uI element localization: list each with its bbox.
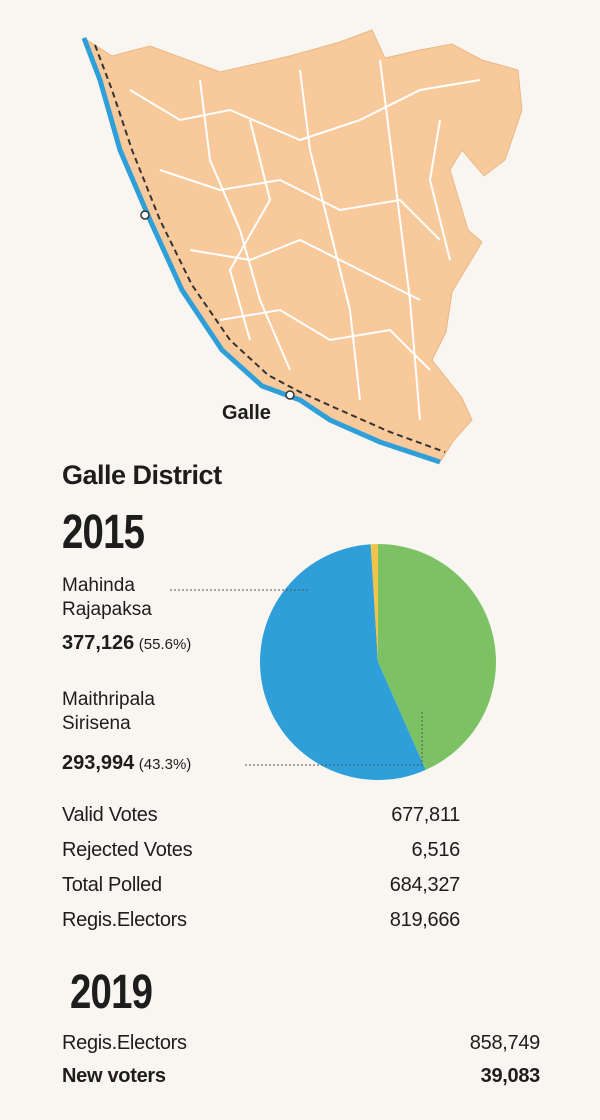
stat-label: Rejected Votes (62, 839, 193, 861)
year: 2015 (62, 506, 145, 559)
map (81, 29, 523, 465)
stat-label: Regis.Electors (62, 909, 187, 931)
town-marker (285, 390, 295, 400)
stat-label: Regis.Electors (62, 1032, 187, 1054)
leader-line (245, 710, 423, 766)
pie-chart (259, 544, 496, 781)
town-marker (140, 210, 150, 220)
candidate-label: Mahinda Rajapaksa (62, 575, 152, 620)
railway (94, 44, 446, 453)
roads (129, 59, 481, 421)
candidate-result: 377,126 (55.6%) (62, 632, 191, 655)
candidate-label: Maithripala Sirisena (62, 689, 155, 734)
vote-percent: (55.6%) (138, 636, 192, 653)
stat-label: Total Polled (62, 874, 162, 896)
stat-value: 6,516 (411, 839, 460, 861)
candidate-result: 293,994 (43.3%) (62, 752, 191, 775)
stat-label: Valid Votes (62, 804, 158, 826)
vote-percent: (43.3%) (138, 756, 192, 773)
stat-value: 39,083 (480, 1065, 541, 1087)
title: Galle District (62, 460, 222, 490)
stat-value: 684,327 (389, 874, 461, 896)
stat-value: 858,749 (469, 1032, 541, 1054)
map-label: Galle (222, 402, 271, 424)
vote-count: 377,126 (62, 632, 135, 654)
leader-lines (170, 589, 423, 766)
pie-slice (378, 544, 496, 770)
pie-slice (370, 544, 378, 662)
coastline (81, 37, 441, 465)
vote-count: 293,994 (62, 752, 135, 774)
stat-value: 677,811 (391, 804, 460, 826)
pie-slice (259, 544, 426, 781)
year: 2019 (70, 966, 153, 1019)
stat-label: New voters (62, 1065, 166, 1087)
stat-value: 819,666 (389, 909, 461, 931)
